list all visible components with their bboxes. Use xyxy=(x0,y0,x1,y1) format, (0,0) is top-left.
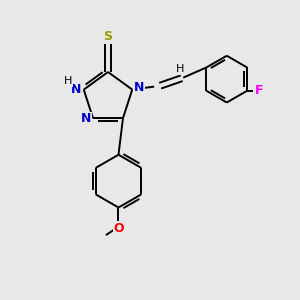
Text: O: O xyxy=(113,222,124,235)
Text: N: N xyxy=(134,81,144,94)
Text: S: S xyxy=(103,30,112,44)
Text: F: F xyxy=(255,84,263,97)
Text: H: H xyxy=(64,76,72,86)
Text: N: N xyxy=(71,83,81,96)
Text: N: N xyxy=(81,112,92,125)
Text: H: H xyxy=(176,64,184,74)
